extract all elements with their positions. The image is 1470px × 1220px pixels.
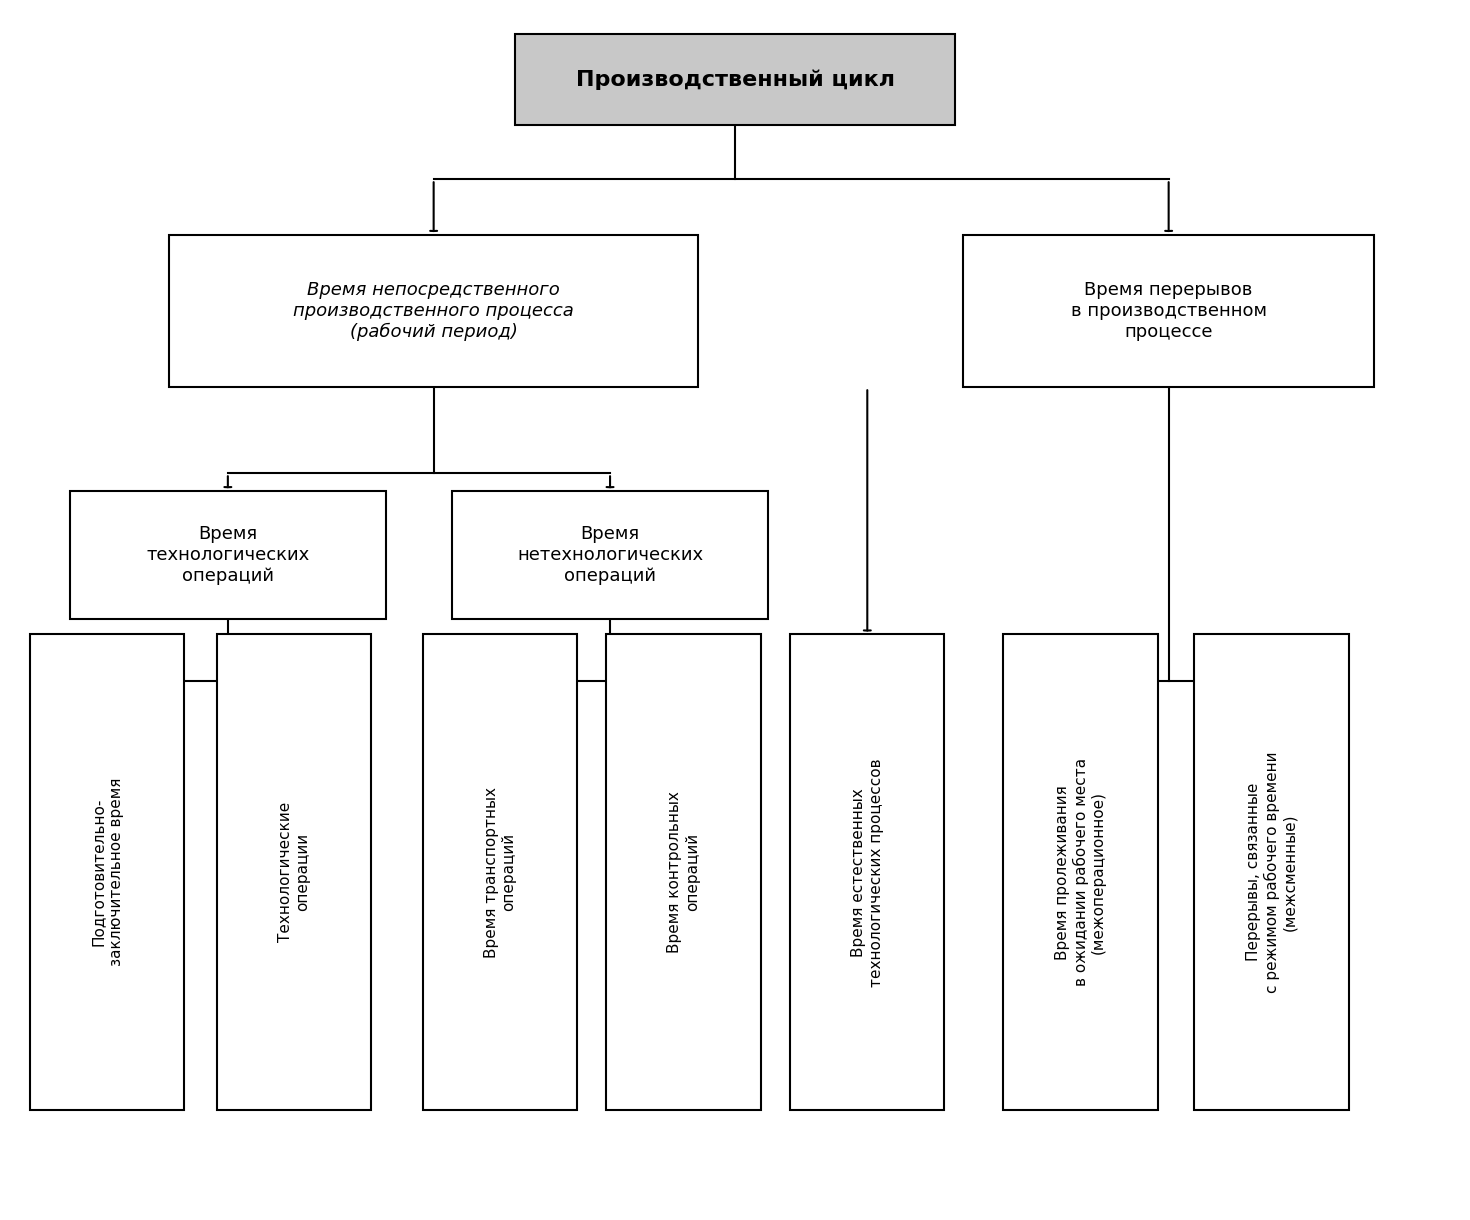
- Text: Технологические
операции: Технологические операции: [278, 803, 310, 942]
- Text: Производственный цикл: Производственный цикл: [575, 70, 895, 89]
- FancyBboxPatch shape: [1194, 634, 1348, 1110]
- Text: Время контрольных
операций: Время контрольных операций: [667, 792, 700, 953]
- Text: Время пролеживания
в ожидании рабочего места
(межоперационное): Время пролеживания в ожидании рабочего м…: [1055, 759, 1105, 986]
- Text: Подготовительно-
заключительное время: Подготовительно- заключительное время: [91, 778, 123, 966]
- FancyBboxPatch shape: [218, 634, 370, 1110]
- Text: Время естественных
технологических процессов: Время естественных технологических проце…: [851, 758, 883, 987]
- FancyBboxPatch shape: [791, 634, 944, 1110]
- FancyBboxPatch shape: [514, 33, 956, 124]
- FancyBboxPatch shape: [423, 634, 576, 1110]
- Text: Время перерывов
в производственном
процессе: Время перерывов в производственном проце…: [1070, 282, 1267, 340]
- Text: Перерывы, связанные
с режимом рабочего времени
(межсменные): Перерывы, связанные с режимом рабочего в…: [1247, 752, 1297, 993]
- Text: Время
нетехнологических
операций: Время нетехнологических операций: [517, 526, 703, 584]
- FancyBboxPatch shape: [963, 234, 1374, 388]
- FancyBboxPatch shape: [606, 634, 761, 1110]
- FancyBboxPatch shape: [29, 634, 185, 1110]
- FancyBboxPatch shape: [71, 490, 385, 620]
- Text: Время непосредственного
производственного процесса
(рабочий период): Время непосредственного производственног…: [294, 281, 573, 342]
- FancyBboxPatch shape: [451, 490, 767, 620]
- FancyBboxPatch shape: [169, 234, 698, 388]
- FancyBboxPatch shape: [1003, 634, 1158, 1110]
- Text: Время
технологических
операций: Время технологических операций: [146, 526, 310, 584]
- Text: Время транспортных
операций: Время транспортных операций: [484, 787, 516, 958]
